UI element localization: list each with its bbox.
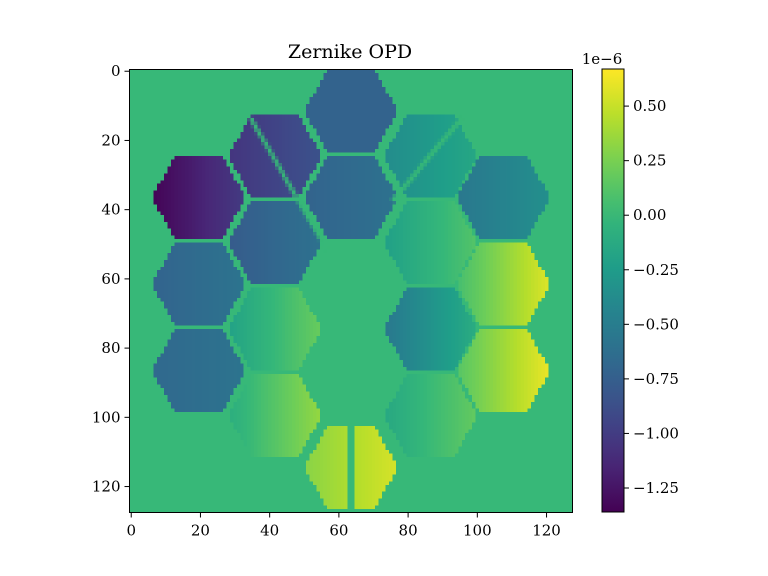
axes-frame: [129, 69, 573, 513]
colorbar-tick-label: −1.00: [633, 424, 679, 442]
colorbar-tick-label: −0.75: [633, 370, 679, 388]
x-axis: 0 20 40 60 80 100 120: [126, 512, 561, 540]
y-tick-label: 20: [101, 131, 120, 149]
colorbar-tick-label: 0.50: [633, 97, 666, 115]
x-tick-label: 120: [532, 522, 561, 540]
y-tick-label: 40: [101, 201, 120, 219]
x-tick-label: 0: [126, 522, 136, 540]
y-tick-label: 80: [101, 339, 120, 357]
colorbar-tick-label: 0.25: [633, 152, 666, 170]
colorbar-tick-label: −0.50: [633, 315, 679, 333]
colorbar-tick-label: −0.25: [633, 261, 679, 279]
heatmap-image: [129, 69, 573, 513]
colorbar-tick-label: 0.00: [633, 206, 666, 224]
y-tick-label: 0: [111, 62, 121, 80]
x-tick-label: 20: [191, 522, 210, 540]
y-axis: 0 20 40 60 80 100 120: [92, 62, 130, 496]
x-tick-label: 80: [399, 522, 418, 540]
opd-heatmap: [129, 69, 573, 513]
y-tick-label: 100: [92, 408, 121, 426]
colorbar-tick-label: −1.25: [633, 479, 679, 497]
x-tick-label: 60: [329, 522, 348, 540]
colorbar-offset-label: 1e−6: [582, 50, 623, 68]
x-tick-label: 40: [260, 522, 279, 540]
x-tick-label: 100: [463, 522, 492, 540]
y-tick-label: 60: [101, 270, 120, 288]
colorbar: [601, 68, 625, 513]
colorbar-axis: 0.50 0.25 0.00 −0.25 −0.50 −0.75 −1.00 −1.25: [624, 97, 679, 497]
y-tick-label: 120: [92, 478, 121, 496]
chart-title: Zernike OPD: [288, 41, 412, 63]
